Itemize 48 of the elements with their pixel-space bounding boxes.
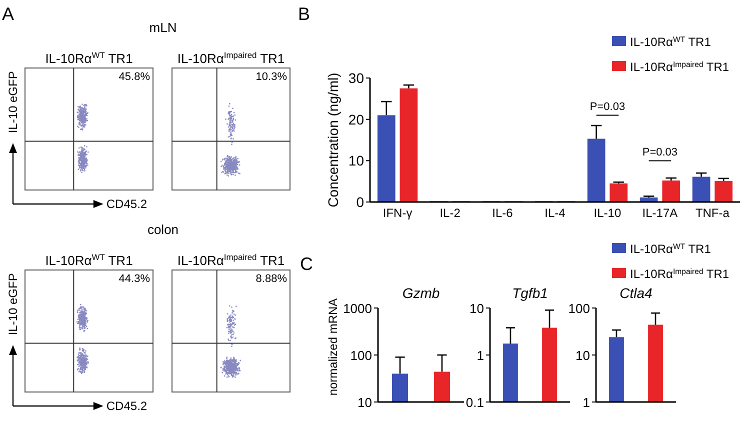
text: mLN	[149, 20, 177, 35]
text: IL-10 eGFP	[6, 71, 20, 134]
y-tick-label: 1	[476, 348, 484, 363]
text: B	[298, 4, 310, 24]
y-axis-title: Concentration (ng/ml)	[325, 72, 341, 208]
chart-title: Gzmb	[402, 285, 440, 301]
text: IL-10Rα$^{Impaired}$ TR1	[177, 252, 285, 268]
legend-label: IL-10Rα$^{Impaired}$ TR1	[630, 266, 730, 281]
y-tick-label: 0	[356, 194, 364, 210]
y-tick-label: 10	[358, 395, 372, 410]
y-tick-label: 20	[348, 111, 364, 128]
text: IL-10Rα$^{Impaired}$ TR1	[177, 50, 285, 66]
annotation: P=0.03	[642, 146, 678, 159]
y-tick-label: 1	[582, 395, 590, 410]
x-tick-label: IL-17A	[642, 206, 678, 220]
text: C	[300, 254, 313, 274]
y-tick-label: 30	[348, 70, 364, 86]
chart-title: Ctla4	[620, 285, 653, 301]
x-tick-label: IL-10	[594, 206, 622, 220]
text: 10.3%	[256, 71, 288, 83]
text: 45.8%	[118, 71, 150, 83]
text: A	[2, 4, 14, 24]
text: CD45.2	[106, 197, 148, 211]
y-tick-label: 100	[350, 348, 372, 363]
text: 8.88%	[256, 273, 288, 285]
text: IL-10Rα$^{WT}$ TR1	[45, 50, 133, 66]
legend-label: IL-10Rα$^{WT}$ TR1	[630, 34, 712, 49]
y-tick-label: 0.1	[466, 395, 484, 410]
y-axis-title: normalized mRNA	[326, 298, 340, 396]
x-tick-label: TNF-a	[695, 206, 730, 220]
legend-label: IL-10Rα$^{Impaired}$ TR1	[630, 60, 730, 74]
x-tick-label: IL-4	[544, 206, 566, 220]
y-tick-label: 100	[568, 301, 590, 316]
y-tick-label: 10	[576, 348, 590, 363]
legend-label: IL-10Rα$^{WT}$ TR1	[630, 242, 712, 256]
text: CD45.2	[106, 399, 148, 413]
text: colon	[147, 222, 179, 237]
annotation: P=0.03	[590, 101, 626, 114]
text: IL-10Rα$^{WT}$ TR1	[45, 252, 133, 268]
x-tick-label: IL-2	[440, 206, 461, 220]
x-tick-label: IL-6	[492, 206, 514, 220]
y-tick-label: 10	[470, 301, 484, 316]
text: IL-10 eGFP	[6, 273, 20, 336]
chart-title: Tgfb1	[512, 285, 548, 301]
text: 44.3%	[118, 273, 150, 285]
x-tick-label: IFN-γ	[382, 206, 412, 220]
y-tick-label: 10	[348, 152, 364, 169]
y-tick-label: 1000	[343, 301, 372, 316]
